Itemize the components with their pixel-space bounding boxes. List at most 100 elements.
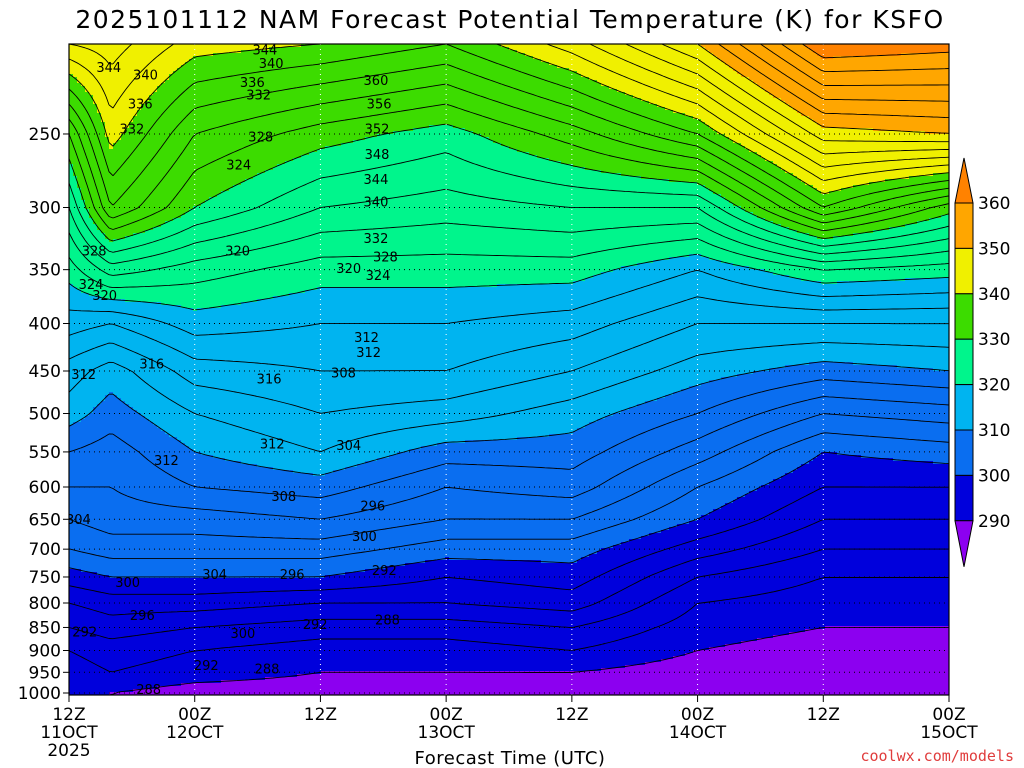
contour-label: 340 xyxy=(259,57,284,72)
contour-label: 300 xyxy=(352,530,377,545)
contour-fill-cell xyxy=(557,65,730,69)
contour-fill-cell xyxy=(797,467,949,471)
contour-fill-cell xyxy=(305,290,949,294)
contour-line-300 xyxy=(69,451,949,578)
contour-fill-cell xyxy=(377,458,814,462)
contour-fill-cell xyxy=(257,173,622,177)
contour-fill-cell xyxy=(657,104,790,108)
contour-fill-cell xyxy=(69,197,82,201)
contour-fill-cell xyxy=(645,662,949,666)
contour-label: 288 xyxy=(375,613,400,628)
contour-fill-cell xyxy=(85,89,158,93)
contour-fill-cell xyxy=(181,440,466,444)
contour-line-334 xyxy=(69,83,949,224)
contour-fill-cell xyxy=(725,503,949,507)
contour-fill-cell xyxy=(69,356,949,360)
contour-fill-cell xyxy=(69,395,106,399)
contour-fill-cell xyxy=(909,176,949,180)
contour-fill-cell xyxy=(69,644,726,648)
contour-fill-cell xyxy=(817,455,862,459)
contour-line-318 xyxy=(69,269,949,336)
contour-fill-cell xyxy=(69,422,74,426)
contour-label: 312 xyxy=(354,331,379,346)
contour-fill-cell xyxy=(69,371,754,375)
contour-fill-cell xyxy=(69,476,782,480)
contour-fill-cell xyxy=(793,470,949,474)
contour-line-328 xyxy=(69,152,949,253)
contour-fill-cell xyxy=(665,107,794,111)
contour-label: 292 xyxy=(372,564,397,579)
contour-fill-cell xyxy=(69,455,214,459)
contour-fill-cell xyxy=(69,368,770,372)
contour-fill-cell xyxy=(621,410,949,414)
contour-label: 328 xyxy=(373,250,398,265)
contour-fill-cell xyxy=(109,692,949,695)
contour-fill-cell xyxy=(573,431,949,435)
contour-fill-cell xyxy=(673,392,949,396)
contour-fill-cell xyxy=(709,257,949,261)
contour-fill-cell xyxy=(69,416,86,420)
contour-fill-cell xyxy=(69,419,82,423)
contour-fill-cell xyxy=(905,224,949,228)
contour-line-324 xyxy=(69,222,949,276)
contour-label: 300 xyxy=(115,576,140,591)
contour-fill-cell xyxy=(569,68,734,72)
contour-fill-cell xyxy=(601,548,949,552)
contour-fill-cell xyxy=(725,62,949,66)
contour-fill-cell xyxy=(69,68,178,72)
contour-fill-cell xyxy=(517,149,750,153)
contour-fill-cell xyxy=(89,212,186,216)
contour-fill-cell xyxy=(69,203,86,207)
contour-line-298 xyxy=(69,486,949,595)
y-tick-label: 550 xyxy=(29,443,61,463)
contour-fill-cell xyxy=(181,65,558,69)
contour-fill-cell xyxy=(641,176,798,180)
contour-fill-cell xyxy=(221,305,949,309)
grid-lines xyxy=(69,44,949,695)
contour-fill-cell xyxy=(69,392,110,396)
contour-fill-cell xyxy=(105,128,126,132)
contour-fill-cell xyxy=(157,686,949,690)
contour-fill-cell xyxy=(177,68,570,72)
contour-fill-cell xyxy=(69,239,110,243)
contour-fill-cell xyxy=(69,215,90,219)
contour-fill-cell xyxy=(753,371,949,375)
contour-fill-cell xyxy=(69,56,194,60)
contour-fill-cell xyxy=(97,227,154,231)
contour-fill-cell xyxy=(517,437,949,441)
contour-fill-cell xyxy=(69,434,170,438)
contour-fill-cell xyxy=(69,227,98,231)
contour-fill-cell xyxy=(69,335,949,339)
x-tick-label-hour: 00Z xyxy=(681,705,714,725)
contour-fill-cell xyxy=(809,362,854,366)
contour-fill-cell xyxy=(69,242,949,246)
contour-fill-cell xyxy=(689,386,949,390)
contour-fill-cell xyxy=(129,404,638,408)
contour-fill-cell xyxy=(593,275,790,279)
y-tick-label: 750 xyxy=(29,568,61,588)
contour-fill-cell xyxy=(617,89,766,93)
contour-fill-cell xyxy=(69,209,90,213)
contour-fill-cell xyxy=(69,620,949,624)
x-tick-label-hour: 12Z xyxy=(52,705,85,725)
contour-fill-cell xyxy=(229,188,710,192)
contour-fill-cell xyxy=(713,509,949,513)
contour-fill-cell xyxy=(69,347,949,351)
contour-fill-cell xyxy=(69,320,949,324)
x-tick-label-hour: 12Z xyxy=(807,705,840,725)
contour-fill-cell xyxy=(917,221,949,225)
contour-fill-cell xyxy=(797,230,874,234)
contour-fill-cell xyxy=(673,110,798,114)
contour-fill-cell xyxy=(269,47,510,51)
contour-fill-cell xyxy=(777,164,949,168)
contour-fill-cell xyxy=(509,47,706,51)
contour-fill-cell xyxy=(69,572,98,576)
contour-fill-cell xyxy=(69,80,78,84)
contour-fill-cell xyxy=(173,71,578,75)
contour-fill-cell xyxy=(69,560,426,564)
contour-fill-cell xyxy=(89,293,290,297)
contour-fill-cell xyxy=(425,560,542,564)
contour-fill-cell xyxy=(117,140,354,144)
contour-fill-cell xyxy=(901,53,949,57)
contour-line-348 xyxy=(661,44,949,143)
